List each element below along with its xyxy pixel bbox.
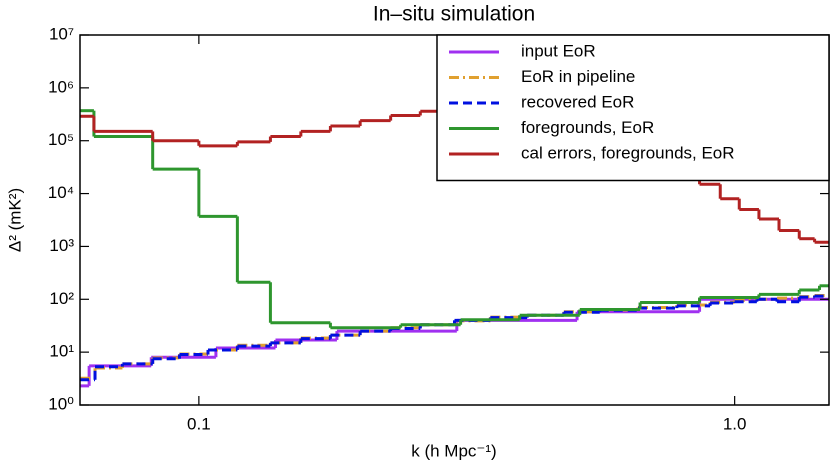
legend-label: recovered EoR — [521, 92, 634, 111]
chart-title: In–situ simulation — [373, 3, 535, 26]
series — [80, 102, 829, 244]
y-tick-label: 10⁶ — [48, 77, 74, 96]
y-axis-label: Δ² (mK²) — [5, 188, 24, 252]
x-axis-label: k (h Mpc⁻¹) — [411, 441, 496, 460]
y-tick-label: 10⁵ — [48, 130, 74, 149]
series — [80, 297, 829, 388]
y-tick-label: 10⁷ — [49, 24, 74, 43]
y-tick-label: 10² — [49, 289, 74, 308]
y-tick-label: 10⁰ — [48, 394, 74, 413]
legend-label: cal errors, foregrounds, EoR — [521, 143, 735, 162]
legend-box — [436, 34, 830, 182]
legend: input EoR EoR in pipeline recovered EoR for… — [436, 34, 830, 182]
x-tick-label: 0.1 — [187, 414, 211, 433]
plot-area — [80, 102, 829, 388]
legend-label: input EoR — [521, 41, 596, 60]
y-tick-label: 10⁴ — [48, 183, 74, 202]
legend-label: foregrounds, EoR — [521, 118, 654, 137]
y-tick-label: 10³ — [49, 236, 74, 255]
series — [80, 293, 829, 380]
legend-label: EoR in pipeline — [521, 67, 635, 86]
series — [80, 294, 829, 382]
y-tick-label: 10¹ — [49, 342, 74, 361]
series — [80, 109, 829, 330]
x-tick-label: 1.0 — [723, 414, 747, 433]
